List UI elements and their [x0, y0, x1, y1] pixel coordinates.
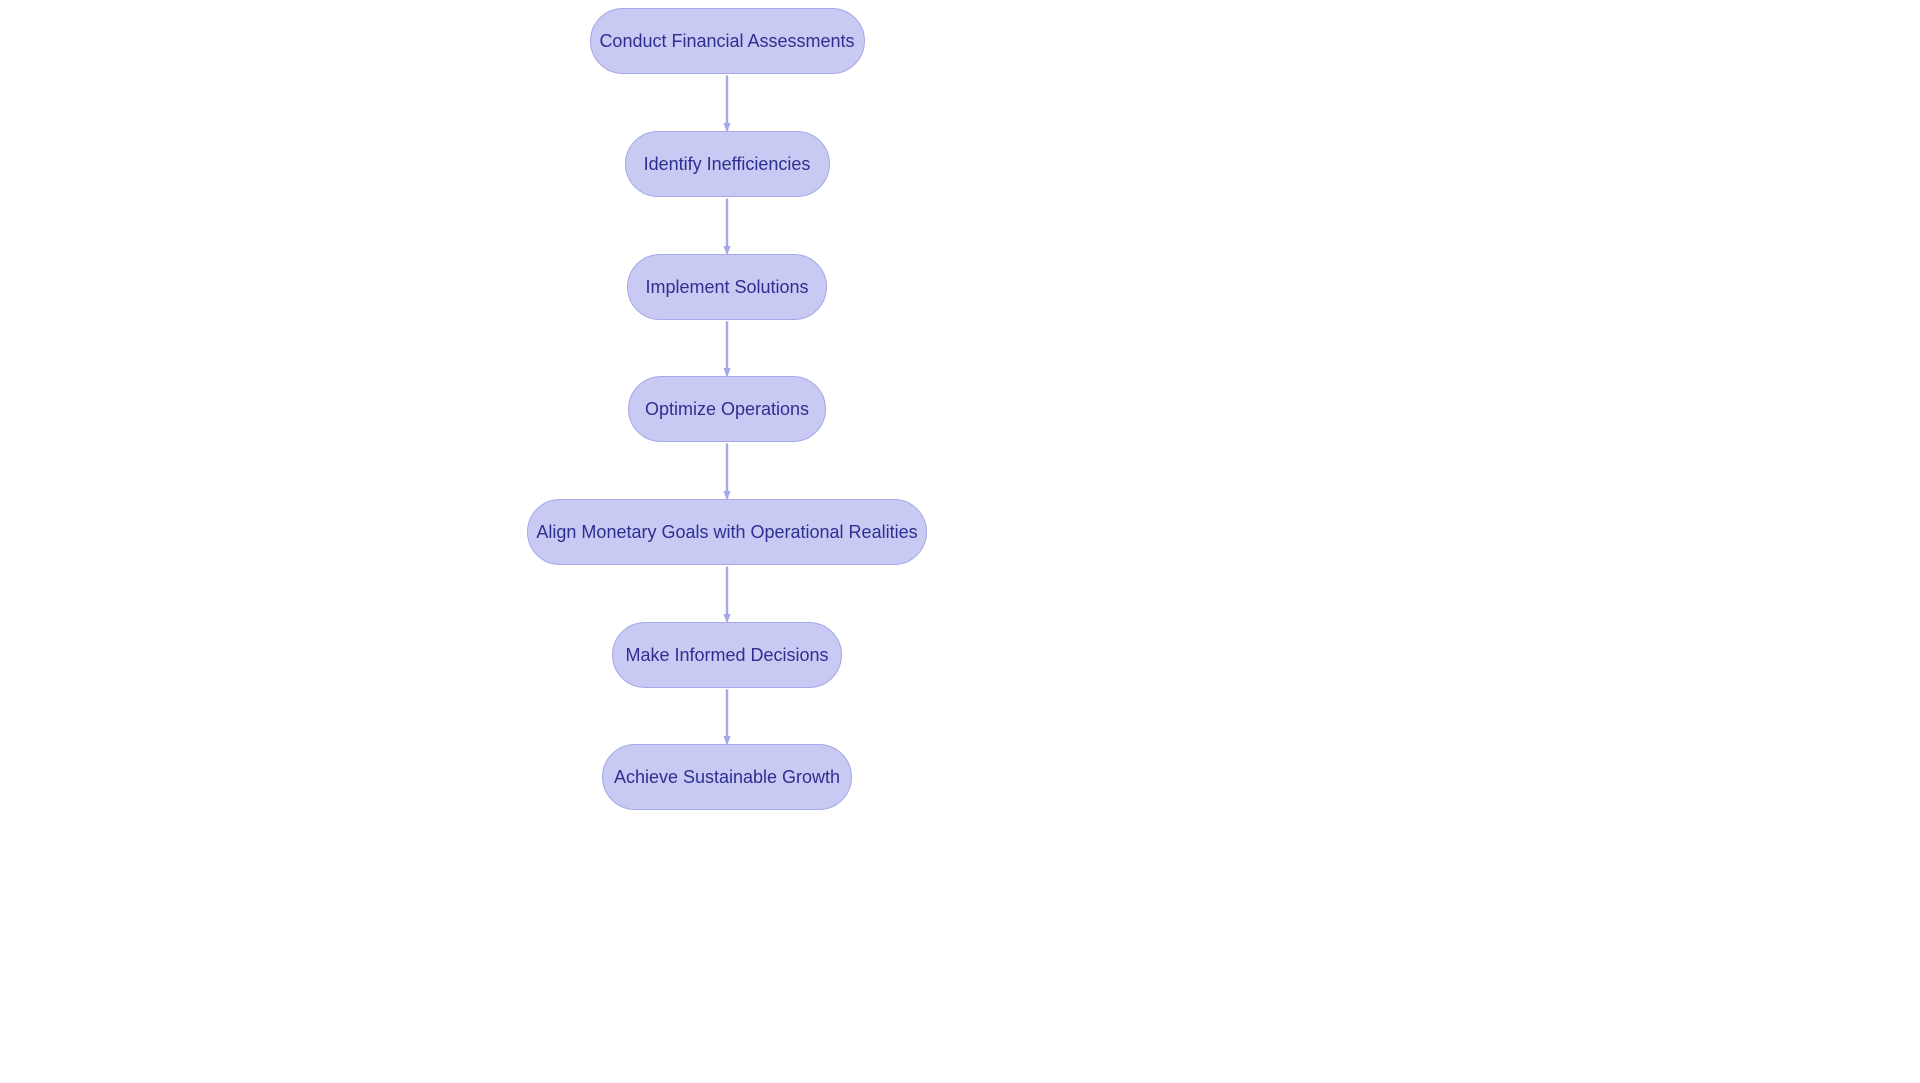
flowchart-node-label: Identify Inefficiencies: [644, 154, 811, 175]
flowchart-node: Achieve Sustainable Growth: [602, 744, 852, 810]
flowchart-node: Implement Solutions: [627, 254, 827, 320]
flowchart-node-label: Align Monetary Goals with Operational Re…: [536, 522, 917, 543]
flowchart-node-label: Optimize Operations: [645, 399, 809, 420]
flowchart-edges: [0, 0, 1920, 1083]
flowchart-node: Align Monetary Goals with Operational Re…: [527, 499, 927, 565]
flowchart-node-label: Make Informed Decisions: [625, 645, 828, 666]
flowchart-node-label: Conduct Financial Assessments: [599, 31, 854, 52]
flowchart-canvas: Conduct Financial Assessments Identify In…: [0, 0, 1920, 1083]
flowchart-node: Optimize Operations: [628, 376, 826, 442]
flowchart-node: Make Informed Decisions: [612, 622, 842, 688]
flowchart-node-label: Achieve Sustainable Growth: [614, 767, 840, 788]
flowchart-node-label: Implement Solutions: [645, 277, 808, 298]
flowchart-node: Identify Inefficiencies: [625, 131, 830, 197]
flowchart-node: Conduct Financial Assessments: [590, 8, 865, 74]
